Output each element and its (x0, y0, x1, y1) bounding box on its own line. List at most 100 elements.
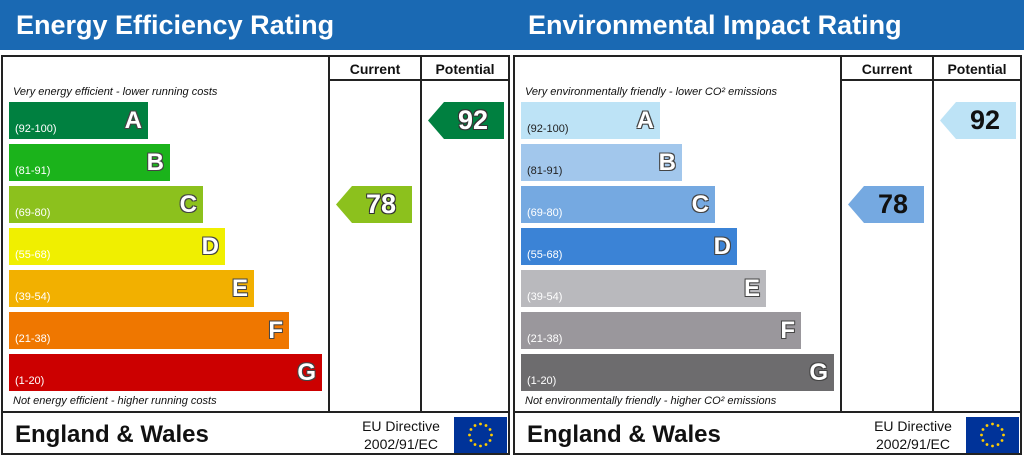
rating-band-g: (1-20) G (9, 354, 322, 391)
eu-star-icon (479, 422, 482, 426)
header-divider (840, 79, 1020, 81)
eu-star-icon (1002, 433, 1005, 437)
potential-rating-value: 92 (969, 105, 1001, 135)
eu-star-icon (996, 443, 1000, 446)
eu-directive-label: EU Directive 2002/91/EC (865, 417, 961, 453)
band-range-label: (81-91) (527, 165, 563, 177)
eu-star-icon (484, 424, 488, 427)
eu-star-icon (473, 443, 477, 446)
environmental-impact-panel: Environmental Impact Rating Current Pote… (512, 0, 1024, 457)
potential-arrow-shape (940, 102, 1016, 139)
band-range-label: (69-80) (527, 207, 563, 219)
band-range-label: (55-68) (15, 249, 51, 261)
bottom-note: Not environmentally friendly - higher CO… (525, 395, 777, 407)
band-letter: E (231, 275, 248, 302)
directive-line-2: 2002/91/EC (364, 436, 438, 452)
rating-band-c: (69-80) C (521, 186, 715, 223)
potential-rating-arrow: 92 (940, 102, 1016, 139)
eu-star-icon (996, 424, 1000, 427)
eu-star-icon (980, 433, 983, 437)
current-rating-value: 78 (877, 189, 909, 219)
energy-efficiency-panel: Energy Efficiency Rating Current Potenti… (0, 0, 512, 455)
rating-band-d: (55-68) D (521, 228, 737, 265)
rating-band-b: (81-91) B (521, 144, 682, 181)
band-range-label: (1-20) (15, 375, 45, 387)
band-range-label: (39-54) (15, 291, 51, 303)
eu-star-icon (981, 428, 985, 431)
band-letter: B (658, 149, 676, 176)
potential-arrow-shape (428, 102, 504, 139)
rating-band-e: (39-54) E (521, 270, 766, 307)
directive-line-1: EU Directive (874, 418, 952, 434)
rating-band-b: (81-91) B (9, 144, 170, 181)
band-range-label: (92-100) (527, 123, 569, 135)
region-label: England & Wales (15, 421, 209, 448)
eu-star-icon (468, 433, 471, 437)
eu-star-icon (985, 443, 989, 446)
eu-star-icon (981, 439, 985, 442)
eu-star-icon (484, 443, 488, 446)
current-rating-arrow: 78 (848, 186, 924, 223)
potential-rating-value: 92 (457, 105, 489, 135)
eu-flag-icon (454, 417, 507, 453)
band-letter: D (201, 233, 219, 260)
eu-flag-icon (966, 417, 1019, 453)
eu-star-icon (1000, 428, 1004, 431)
band-letter: F (268, 317, 283, 344)
rating-band-d: (55-68) D (9, 228, 225, 265)
footer-divider (515, 411, 1020, 413)
current-rating-value: 78 (365, 189, 397, 219)
current-arrow-shape (848, 186, 924, 223)
rating-band-a: (92-100) A (521, 102, 660, 139)
header-divider (328, 79, 508, 81)
potential-column-header: Potential (947, 61, 1007, 77)
eu-star-icon (473, 424, 477, 427)
current-column-header: Current (349, 61, 401, 77)
band-range-label: (39-54) (527, 291, 563, 303)
top-note: Very environmentally friendly - lower CO… (525, 86, 778, 98)
eu-star-icon (479, 444, 482, 448)
eu-star-icon (469, 428, 473, 431)
energy-efficiency-chart-box: Current Potential Very energy efficient … (1, 55, 510, 455)
eu-star-icon (490, 433, 493, 437)
band-letter: C (691, 191, 709, 218)
environmental-impact-title: Environmental Impact Rating (512, 0, 1024, 50)
column-divider (840, 57, 842, 413)
band-letter: E (743, 275, 760, 302)
rating-band-c: (69-80) C (9, 186, 203, 223)
band-letter: B (146, 149, 164, 176)
band-range-label: (21-38) (15, 333, 51, 345)
rating-band-f: (21-38) F (9, 312, 289, 349)
band-range-label: (21-38) (527, 333, 563, 345)
column-divider (328, 57, 330, 413)
directive-line-2: 2002/91/EC (876, 436, 950, 452)
directive-line-1: EU Directive (362, 418, 440, 434)
column-divider (932, 57, 934, 413)
rating-band-e: (39-54) E (9, 270, 254, 307)
eu-star-icon (488, 428, 492, 431)
band-letter: A (124, 107, 142, 134)
eu-directive-label: EU Directive 2002/91/EC (353, 417, 449, 453)
band-range-label: (81-91) (15, 165, 51, 177)
current-column-header: Current (861, 61, 913, 77)
region-label: England & Wales (527, 421, 721, 448)
eu-star-icon (991, 444, 994, 448)
rating-band-a: (92-100) A (9, 102, 148, 139)
column-divider (420, 57, 422, 413)
current-rating-arrow: 78 (336, 186, 412, 223)
environmental-impact-chart-box: Current Potential Very environmentally f… (513, 55, 1022, 455)
potential-column-header: Potential (435, 61, 495, 77)
rating-band-f: (21-38) F (521, 312, 801, 349)
band-range-label: (55-68) (527, 249, 563, 261)
band-letter: D (713, 233, 731, 260)
band-letter: C (179, 191, 197, 218)
eu-star-icon (469, 439, 473, 442)
band-range-label: (69-80) (15, 207, 51, 219)
band-letter: G (297, 359, 316, 386)
top-note: Very energy efficient - lower running co… (13, 86, 218, 98)
bottom-note: Not energy efficient - higher running co… (13, 395, 217, 407)
eu-star-icon (1000, 439, 1004, 442)
band-letter: G (809, 359, 828, 386)
footer-divider (3, 411, 508, 413)
eu-star-icon (985, 424, 989, 427)
